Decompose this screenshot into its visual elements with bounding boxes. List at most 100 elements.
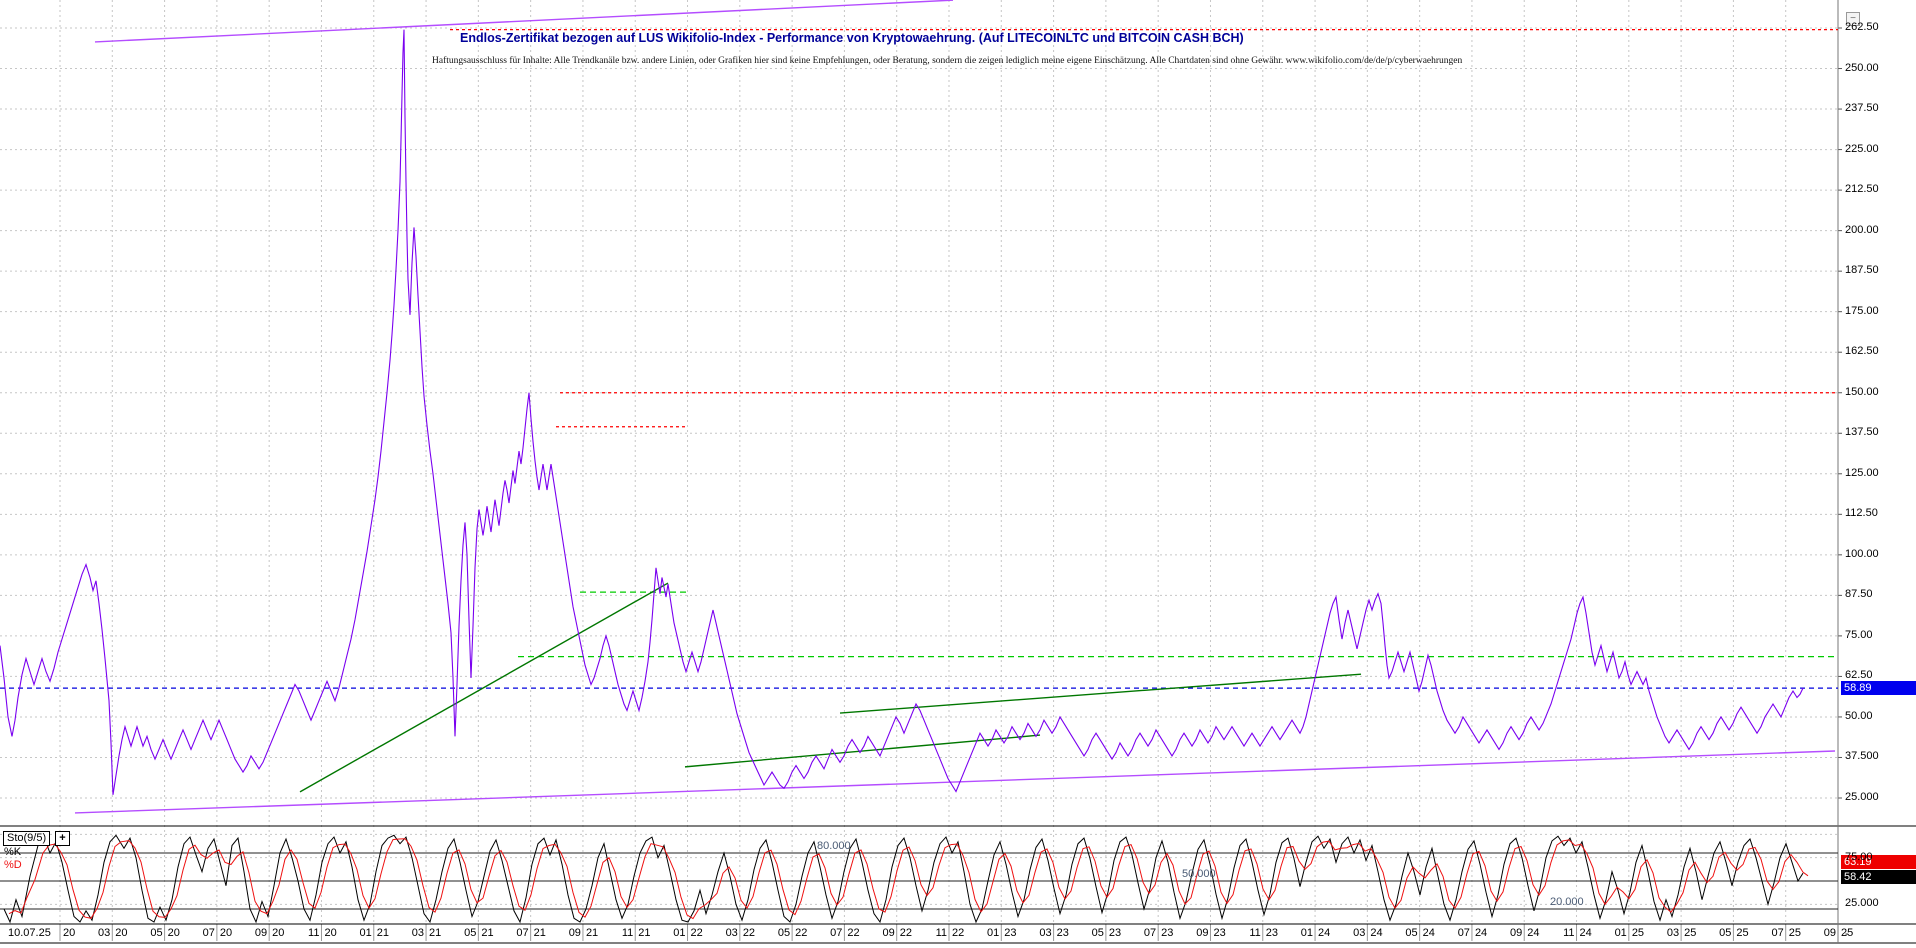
x-axis-label: 22 [899, 927, 912, 939]
x-axis-label: 20 [63, 927, 76, 939]
x-axis-label: 07 [1457, 927, 1470, 939]
x-axis-label: 03 [411, 927, 425, 939]
stoch-k-value-badge: 58.42 [1841, 870, 1916, 884]
stoch-d-label: %D [4, 859, 22, 871]
x-axis-label: 20 [219, 927, 233, 939]
y-axis-label: 137.50 [1845, 426, 1879, 439]
y-axis-label: 112.50 [1845, 507, 1878, 520]
x-axis-label: 03 [98, 927, 111, 939]
x-axis-label: 09 [1823, 927, 1836, 939]
x-axis-label: 09 [568, 927, 581, 939]
x-axis-label: 21 [533, 927, 546, 939]
x-axis-label: 24 [1370, 927, 1383, 939]
x-axis-label: 01 [1300, 927, 1314, 939]
x-axis-label: 05 [777, 927, 791, 939]
x-axis-label: 05 [1091, 927, 1104, 939]
y-axis-label: 212.50 [1845, 183, 1879, 196]
x-axis-label: 11 [1563, 927, 1575, 939]
x-axis-label: 20 [167, 927, 180, 939]
y-axis-label: 200.00 [1845, 223, 1879, 236]
x-axis-label: 21 [376, 927, 389, 939]
collapse-icon[interactable]: − [1846, 12, 1860, 26]
y-axis-label: 75.00 [1845, 628, 1873, 641]
x-axis-label: 07 [830, 927, 843, 939]
y-axis-label: 50.00 [1845, 709, 1873, 722]
x-axis-label: 11 [1249, 927, 1261, 939]
x-axis-label: 22 [795, 927, 808, 939]
x-axis-label: 23 [1056, 927, 1069, 939]
stoch-axis-label: 75.00 [1845, 850, 1873, 863]
x-axis-label: 09 [1509, 927, 1523, 939]
x-axis-label: 21 [638, 927, 651, 939]
x-axis-label: 25 [1684, 927, 1697, 939]
x-axis-start-date: 10.07.25 [8, 927, 51, 939]
x-axis-label: 20 [324, 927, 337, 939]
x-axis-label: 24 [1527, 927, 1540, 939]
x-axis-label: 03 [1666, 927, 1680, 939]
y-axis-label: 87.50 [1845, 588, 1873, 601]
x-axis-label: 07 [1771, 927, 1784, 939]
x-axis-label: 07 [1143, 927, 1157, 939]
x-axis-label: 09 [254, 927, 268, 939]
x-axis-label: 20 [115, 927, 128, 939]
price-line [0, 29, 1804, 795]
x-axis-label: 11 [308, 927, 320, 939]
x-axis-label: 24 [1422, 927, 1435, 939]
stoch-axis-label: 25.000 [1845, 897, 1879, 910]
x-axis-label: 25 [1788, 927, 1801, 939]
y-axis-label: 262.50 [1845, 21, 1879, 33]
y-axis-label: 62.50 [1845, 669, 1873, 682]
y-axis-label: 150.00 [1845, 385, 1879, 398]
x-axis-label: 03 [1353, 927, 1366, 939]
stoch-level-label: 20.000 [1550, 896, 1584, 908]
add-indicator-button[interactable]: + [55, 831, 70, 846]
y-axis-label: 25.000 [1845, 791, 1879, 803]
y-axis-label: 125.00 [1845, 466, 1879, 479]
x-axis-end-label: - [1845, 928, 1849, 940]
x-axis-label: 25 [1631, 927, 1645, 939]
x-axis-label: 20 [272, 927, 285, 939]
channel-2022-lower-green [684, 734, 1041, 768]
x-axis-label: 21 [585, 927, 599, 939]
stoch-k-label: %K [4, 846, 22, 858]
x-axis-label: 11 [621, 927, 634, 939]
x-axis-label: 21 [429, 927, 442, 939]
y-axis-label: 175.00 [1845, 304, 1879, 317]
channel-2022-upper-green [839, 673, 1362, 714]
x-axis-label: 23 [1265, 927, 1278, 939]
x-axis-label: 03 [725, 927, 738, 939]
y-axis-label: 162.50 [1845, 345, 1879, 358]
x-axis-label: 24 [1318, 927, 1331, 939]
x-axis-label: 01 [1614, 927, 1627, 939]
stochastic-indicator-button[interactable]: Sto(9/5) [3, 831, 51, 846]
x-axis-label: 23 [1108, 927, 1122, 939]
x-axis-label: 05 [464, 927, 477, 939]
y-axis-label: 237.50 [1845, 102, 1879, 115]
chart-title: Endlos-Zertifikat bezogen auf LUS Wikifo… [460, 31, 1244, 45]
y-axis-label: 37.500 [1845, 750, 1879, 763]
x-axis-label: 23 [1004, 927, 1017, 939]
x-axis-label: 23 [1213, 927, 1226, 939]
x-axis-label: 03 [1039, 927, 1052, 939]
last-price-badge: 58.89 [1841, 681, 1916, 695]
x-axis-label: 05 [1719, 927, 1732, 939]
x-axis-label: 22 [952, 927, 965, 939]
x-axis-label: 09 [1196, 927, 1209, 939]
x-axis-label: 11 [935, 927, 947, 939]
x-axis-label: 25 [1841, 927, 1854, 939]
x-axis-label: 07 [516, 927, 529, 939]
x-axis-label: 24 [1474, 927, 1488, 939]
x-axis-label: 22 [742, 927, 756, 939]
x-axis-label: 05 [150, 927, 163, 939]
x-axis-label: 01 [673, 927, 686, 939]
y-axis-label: 250.00 [1845, 61, 1879, 74]
y-axis-label: 187.50 [1845, 264, 1879, 277]
x-axis-label: 21 [481, 927, 494, 939]
x-axis-label: 05 [1405, 927, 1418, 939]
uptrend-2020-green [299, 582, 669, 793]
upper-trendline-magenta [94, 0, 954, 43]
lower-trendline-magenta [74, 750, 1836, 814]
stoch-level-label: 80.000 [817, 840, 851, 852]
